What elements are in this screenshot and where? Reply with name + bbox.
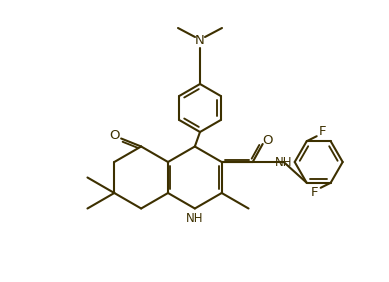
- Text: O: O: [109, 129, 119, 142]
- Text: O: O: [263, 133, 273, 147]
- Text: N: N: [195, 34, 205, 47]
- Text: F: F: [311, 186, 319, 199]
- Text: NH: NH: [186, 212, 203, 225]
- Text: F: F: [319, 125, 326, 138]
- Text: NH: NH: [275, 155, 293, 169]
